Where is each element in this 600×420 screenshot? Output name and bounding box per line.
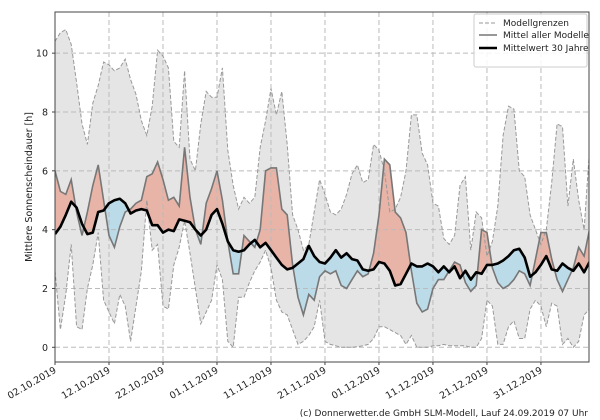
y-tick-label: 6 [42, 166, 48, 177]
x-tick-label: 01.12.2019 [330, 365, 383, 402]
model-mean-line [55, 147, 589, 318]
climate-mean-line [55, 197, 589, 287]
x-tick-label: 11.12.2019 [384, 365, 437, 402]
legend: Modellgrenzen Mittel aller Modelle Mitte… [473, 13, 589, 68]
y-tick-label: 4 [42, 225, 48, 236]
y-tick-label: 0 [42, 343, 48, 354]
legend-label-climate: Mittelwert 30 Jahre [503, 44, 589, 54]
y-axis-label: Mittlere Sonnenscheindauer [h] [24, 112, 35, 262]
model-range-band [55, 29, 589, 348]
x-tick-label: 21.12.2019 [438, 365, 491, 402]
x-tick-label: 12.10.2019 [60, 365, 113, 402]
y-tick-label: 2 [42, 284, 48, 295]
plot-frame [54, 11, 590, 363]
grid [55, 12, 589, 362]
x-tick-label: 02.10.2019 [6, 365, 59, 402]
x-tick-label: 21.11.2019 [276, 365, 329, 402]
y-tick-label: 10 [36, 49, 48, 60]
x-axis: 02.10.2019 12.10.2019 22.10.2019 01.11.2019… [6, 362, 545, 402]
x-tick-label: 22.10.2019 [114, 365, 167, 402]
x-tick-label: 11.11.2019 [222, 365, 275, 402]
y-axis: 0 2 4 6 8 10 [36, 49, 55, 354]
upper-bound-line [55, 28, 589, 257]
x-tick-label: 01.11.2019 [168, 365, 221, 402]
x-tick-label: 31.12.2019 [492, 365, 545, 402]
copyright-annotation: (c) Donnerwetter.de GmbH SLM-Modell, Lau… [300, 409, 589, 419]
legend-label-model: Mittel aller Modelle [503, 31, 589, 41]
legend-label-bounds: Modellgrenzen [503, 19, 569, 29]
lower-bound-line [55, 200, 589, 349]
y-tick-label: 8 [42, 108, 48, 119]
